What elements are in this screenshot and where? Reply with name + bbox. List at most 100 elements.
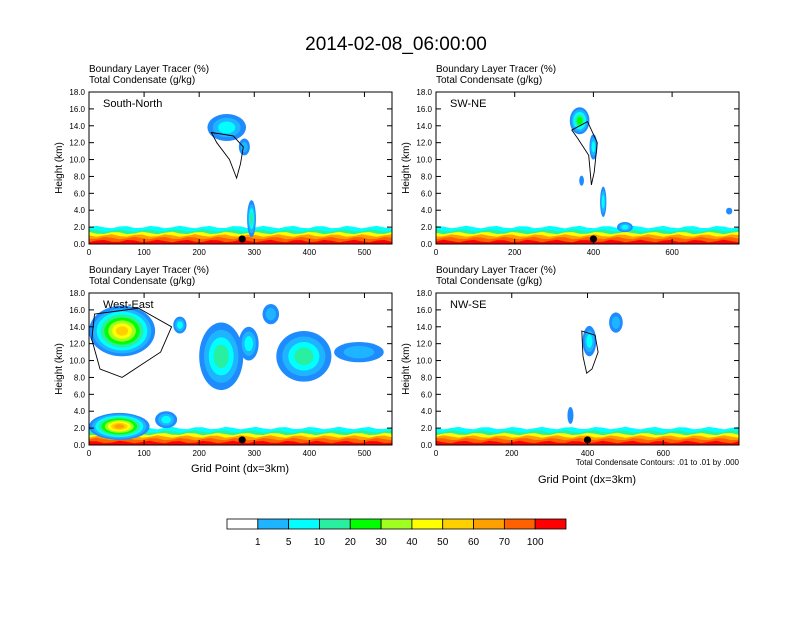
panel-2-cloud-blob xyxy=(621,224,629,230)
panel2-y-axis-title: Height (km) xyxy=(401,142,412,194)
panel-3-ytick-label: 4.0 xyxy=(74,407,86,416)
panel-3-ytick-label: 0.0 xyxy=(74,441,86,450)
panel-3-condensate-contour xyxy=(91,307,173,378)
panel-4-xtick-label: 200 xyxy=(505,449,519,458)
panel-2-ytick-label: 0.0 xyxy=(421,240,433,249)
panel-2-cloud-blob xyxy=(726,207,733,215)
panel-4-plot-area xyxy=(436,293,739,445)
panel-1-ytick-label: 16.0 xyxy=(69,105,85,114)
panel-4-ytick-label: 4.0 xyxy=(421,407,433,416)
panel-3-cloud-blob xyxy=(294,347,314,366)
panel-1-background xyxy=(89,92,392,244)
panel-3-xtick-label: 300 xyxy=(248,449,262,458)
panel-1-ytick-label: 8.0 xyxy=(74,172,86,181)
panel-4-ytick-label: 10.0 xyxy=(416,357,432,366)
panel-3-cloud-blob xyxy=(115,326,129,336)
panel-4-label: NW-SE xyxy=(450,299,486,311)
panel-4-ytick-label: 18.0 xyxy=(416,289,432,298)
colorbar: 1 5 10 20 30 40 50 60 70 100 xyxy=(226,518,567,548)
colorbar-label: 70 xyxy=(499,537,511,548)
panel-1-xtick-label: 300 xyxy=(248,248,262,257)
panel-1-xtick-label: 500 xyxy=(358,248,372,257)
panel-4-ytick-label: 8.0 xyxy=(421,373,433,382)
panel-4: NW-SE 0.0 2.0 4.0 6.0 8.0 10.0 12.0 14.0 16.0 18.0… xyxy=(416,289,740,458)
colorbar-label: 50 xyxy=(437,537,449,548)
panel-2-ytick-label: 18.0 xyxy=(416,88,432,97)
panel-3-cloud-blob xyxy=(265,307,276,321)
panel-3-xtick-label: 500 xyxy=(358,449,372,458)
colorbar-label: 1 xyxy=(255,537,261,548)
panel-1: South-North 0.0 2.0 4.0 6.0 8.0 10.0 12.0 14.0 16… xyxy=(69,88,393,257)
panel-1-ytick-label: 6.0 xyxy=(74,189,86,198)
colorbar-label: 100 xyxy=(527,537,544,548)
panel-4-xtick-label: 400 xyxy=(581,449,595,458)
panel-2-cloud-blob xyxy=(601,195,605,209)
panel4-y-axis-title: Height (km) xyxy=(401,343,412,395)
panel3-x-axis-title: Grid Point (dx=3km) xyxy=(191,463,289,475)
colorbar-box xyxy=(349,518,382,530)
panel-2-ytick-label: 16.0 xyxy=(416,105,432,114)
panel-3-cloud-blob xyxy=(343,345,375,359)
panel-3-plot-area xyxy=(89,293,392,445)
panel-2-tracer-layer xyxy=(436,239,739,244)
panel-3-ytick-label: 18.0 xyxy=(69,289,85,298)
panel-2-ytick-label: 12.0 xyxy=(416,139,432,148)
colorbar-box xyxy=(411,518,444,530)
panel-3-label: West-East xyxy=(103,299,154,311)
panel2-field-label-tracer: Boundary Layer Tracer (%) xyxy=(436,64,556,75)
panel-4-xtick-label: 0 xyxy=(434,449,439,458)
panel-2-cloud-blob xyxy=(591,141,596,153)
panel-1-ytick-label: 12.0 xyxy=(69,139,85,148)
colorbar-box xyxy=(503,518,536,530)
panel-2-xtick-label: 200 xyxy=(508,248,522,257)
colorbar-box xyxy=(442,518,474,530)
colorbar-label: 40 xyxy=(406,537,418,548)
panel-4-cloud-blob xyxy=(586,334,593,348)
panel-1-xtick-label: 400 xyxy=(303,248,317,257)
panel-3-frame xyxy=(88,292,393,446)
panel-2-xtick-label: 400 xyxy=(587,248,601,257)
panel-3-cloud-blob xyxy=(161,415,172,424)
panel-2-cloud-blob xyxy=(579,175,584,186)
panel-1-ytick-label: 14.0 xyxy=(69,122,85,131)
panel-1-label: South-North xyxy=(103,98,162,110)
panel3-y-axis-title: Height (km) xyxy=(54,343,65,395)
panel-2-cloud-blob xyxy=(576,116,583,125)
panel-4-cloud-blob xyxy=(611,316,621,329)
panel-3-ytick-label: 12.0 xyxy=(69,340,85,349)
panel-3-xtick-label: 0 xyxy=(87,449,92,458)
colorbar-box xyxy=(288,518,320,530)
panel-2-plot-area xyxy=(436,92,739,244)
panel-3-ytick-label: 6.0 xyxy=(74,390,86,399)
panel-2-location-marker xyxy=(589,235,598,243)
panel-1-ytick-label: 4.0 xyxy=(74,206,86,215)
panel-2-ytick-label: 2.0 xyxy=(421,223,433,232)
panel-4-cloud-blob xyxy=(567,407,574,424)
panel-2: SW-NE 0.0 2.0 4.0 6.0 8.0 10.0 12.0 14.0 16.0 18.0… xyxy=(416,88,740,257)
panel-4-ytick-label: 0.0 xyxy=(421,441,433,450)
panel-4-ytick-label: 6.0 xyxy=(421,390,433,399)
panel-3: West-East 0.0 2.0 4.0 6.0 8.0 10.0 12.0 14.0 16.0… xyxy=(69,289,393,458)
panel1-field-label-tracer: Boundary Layer Tracer (%) xyxy=(89,64,209,75)
panel-4-ytick-label: 14.0 xyxy=(416,323,432,332)
panel-1-ytick-label: 2.0 xyxy=(74,223,86,232)
colorbar-label: 20 xyxy=(345,537,357,548)
panel2-field-label-condensate: Total Condensate (g/kg) xyxy=(436,75,542,86)
colorbar-box xyxy=(380,518,413,530)
panel-2-ytick-label: 14.0 xyxy=(416,122,432,131)
panel-2-xtick-label: 600 xyxy=(665,248,679,257)
colorbar-label: 10 xyxy=(314,537,326,548)
panel-4-condensate-contour xyxy=(581,330,599,375)
panel-3-cloud-blob xyxy=(114,424,125,429)
panel3-field-label-tracer: Boundary Layer Tracer (%) xyxy=(89,265,209,276)
panel-2-xtick-label: 0 xyxy=(434,248,439,257)
panel-4-location-marker xyxy=(583,436,592,444)
panel-1-ytick-label: 10.0 xyxy=(69,156,85,165)
panel-3-xtick-label: 200 xyxy=(193,449,207,458)
panel-1-condensate-contour xyxy=(210,131,244,180)
colorbar-label: 60 xyxy=(468,537,480,548)
panel-4-background xyxy=(436,293,739,445)
colorbar-label: 5 xyxy=(286,537,292,548)
panel-4-ytick-label: 16.0 xyxy=(416,306,432,315)
